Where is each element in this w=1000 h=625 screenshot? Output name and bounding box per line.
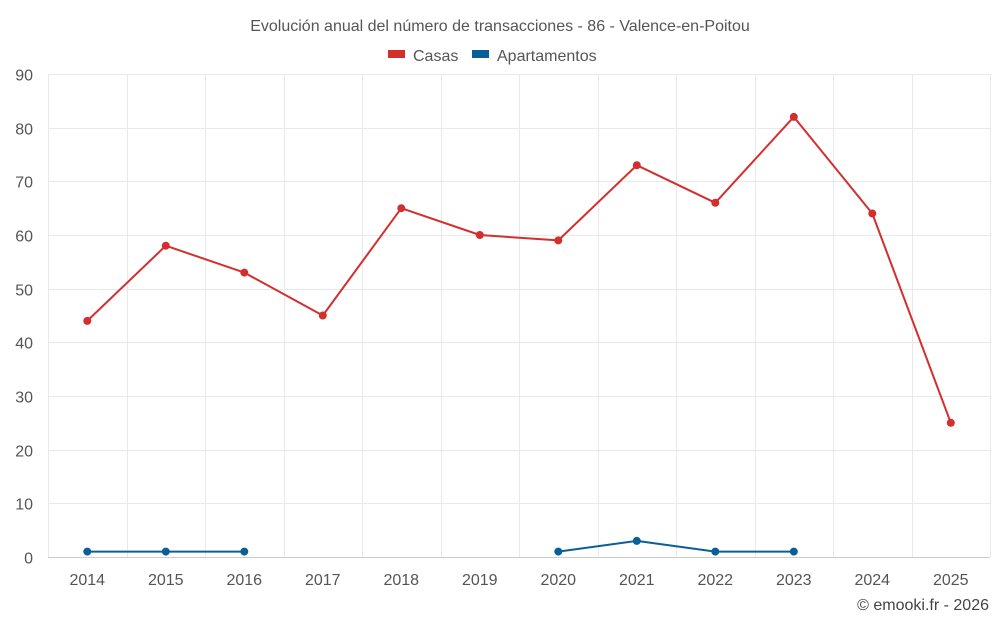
x-tick-label: 2021 bbox=[619, 572, 655, 589]
data-point-casas-2015[interactable] bbox=[161, 241, 170, 250]
legend-swatch-casas bbox=[388, 50, 405, 58]
y-tick-label: 60 bbox=[15, 229, 33, 246]
data-point-apartamentos-2015[interactable] bbox=[161, 547, 170, 556]
data-point-casas-2018[interactable] bbox=[397, 204, 406, 213]
data-point-casas-2017[interactable] bbox=[318, 311, 327, 320]
legend-swatch-apartamentos bbox=[472, 50, 489, 58]
data-point-casas-2024[interactable] bbox=[868, 209, 877, 218]
y-tick-label: 10 bbox=[15, 497, 33, 514]
data-point-casas-2025[interactable] bbox=[946, 418, 955, 427]
y-tick-label: 90 bbox=[15, 68, 33, 85]
x-tick-label: 2015 bbox=[148, 572, 184, 589]
x-tick-label: 2023 bbox=[776, 572, 812, 589]
chart-legend: Casas Apartamentos bbox=[388, 48, 597, 65]
data-point-casas-2021[interactable] bbox=[632, 161, 641, 170]
x-tick-label: 2024 bbox=[854, 572, 890, 589]
data-point-casas-2019[interactable] bbox=[475, 231, 484, 239]
x-tick-label: 2025 bbox=[933, 572, 969, 589]
data-point-apartamentos-2023[interactable] bbox=[789, 547, 798, 556]
data-point-casas-2020[interactable] bbox=[554, 236, 563, 245]
series-casas bbox=[83, 112, 955, 427]
data-point-apartamentos-2021[interactable] bbox=[632, 536, 641, 545]
series-line-casas bbox=[86, 115, 952, 424]
y-tick-label: 50 bbox=[15, 283, 33, 300]
data-point-casas-2014[interactable] bbox=[83, 316, 92, 325]
x-gridlines bbox=[48, 74, 991, 557]
data-point-casas-2022[interactable] bbox=[711, 198, 720, 207]
y-tick-label: 40 bbox=[15, 336, 33, 353]
x-axis-ticks: 2014 2015 2016 2017 2018 2019 2020 2021 2022 2023… bbox=[69, 572, 968, 589]
x-tick-label: 2016 bbox=[226, 572, 262, 589]
series-apartamentos bbox=[83, 536, 798, 556]
legend-label-apartamentos[interactable]: Apartamentos bbox=[497, 48, 597, 65]
data-point-apartamentos-2016[interactable] bbox=[240, 547, 249, 556]
data-point-apartamentos-2022[interactable] bbox=[711, 547, 720, 556]
x-tick-label: 2018 bbox=[383, 572, 419, 589]
series-line-apartamentos bbox=[558, 539, 794, 553]
x-tick-label: 2017 bbox=[305, 572, 341, 589]
x-tick-label: 2022 bbox=[697, 572, 733, 589]
y-tick-label: 80 bbox=[15, 122, 33, 139]
x-tick-label: 2014 bbox=[69, 572, 105, 589]
series-layer bbox=[83, 112, 955, 556]
data-point-casas-2016[interactable] bbox=[240, 268, 249, 277]
legend-label-casas[interactable]: Casas bbox=[413, 48, 458, 65]
x-tick-label: 2020 bbox=[540, 572, 576, 589]
x-tick-label: 2019 bbox=[462, 572, 498, 589]
y-tick-label: 0 bbox=[24, 551, 33, 568]
data-point-casas-2023[interactable] bbox=[789, 112, 798, 121]
y-tick-label: 70 bbox=[15, 175, 33, 192]
y-axis-ticks: 0 10 20 30 40 50 60 70 80 90 bbox=[15, 68, 33, 568]
credit-text: © emooki.fr - 2026 bbox=[857, 597, 989, 614]
y-tick-label: 30 bbox=[15, 390, 33, 407]
data-point-apartamentos-2014[interactable] bbox=[83, 547, 92, 556]
chart-title: Evolución anual del número de transaccio… bbox=[250, 18, 750, 35]
data-point-apartamentos-2020[interactable] bbox=[554, 547, 563, 556]
y-tick-label: 20 bbox=[15, 444, 33, 461]
